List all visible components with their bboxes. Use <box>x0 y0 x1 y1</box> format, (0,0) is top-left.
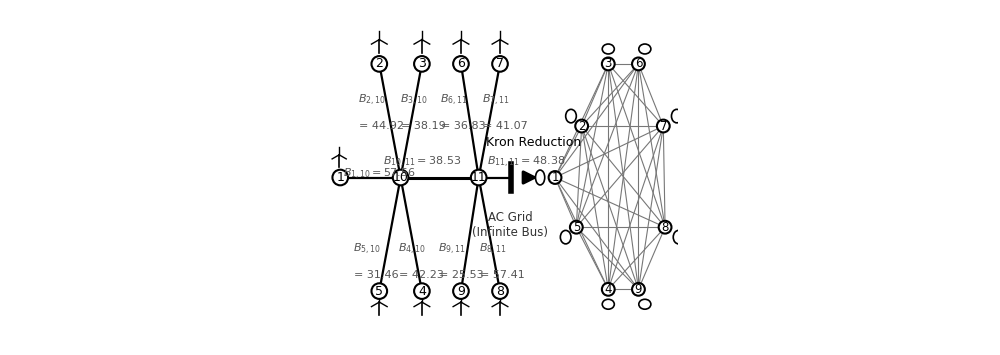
Text: 6: 6 <box>635 58 642 70</box>
Text: 2: 2 <box>375 58 383 70</box>
Text: 6: 6 <box>457 58 465 70</box>
Text: = 25.53: = 25.53 <box>439 270 484 280</box>
Text: 4: 4 <box>605 283 612 296</box>
Text: 1: 1 <box>551 171 559 184</box>
Text: 7: 7 <box>496 58 504 70</box>
Circle shape <box>453 56 469 72</box>
Ellipse shape <box>602 299 614 309</box>
Circle shape <box>414 283 430 299</box>
Circle shape <box>453 283 469 299</box>
Ellipse shape <box>671 109 682 123</box>
Ellipse shape <box>566 109 576 123</box>
Circle shape <box>393 170 408 185</box>
Text: $B_{7,11}$: $B_{7,11}$ <box>482 93 509 108</box>
Circle shape <box>371 56 387 72</box>
Text: 1: 1 <box>336 171 344 184</box>
Circle shape <box>492 283 508 299</box>
Circle shape <box>659 221 671 234</box>
Text: $B_{2,10}$: $B_{2,10}$ <box>358 93 386 108</box>
Text: = 44.92: = 44.92 <box>359 121 404 131</box>
Text: 3: 3 <box>605 58 612 70</box>
Text: 4: 4 <box>418 285 426 297</box>
Ellipse shape <box>602 44 614 54</box>
Text: 2: 2 <box>578 120 585 132</box>
Circle shape <box>570 221 583 234</box>
Text: $B_{5,10}$: $B_{5,10}$ <box>353 242 381 257</box>
Text: 5: 5 <box>375 285 383 297</box>
Text: AC Grid
(Infinite Bus): AC Grid (Infinite Bus) <box>472 211 548 239</box>
Text: $B_{10,11} = 38.53$: $B_{10,11} = 38.53$ <box>383 155 462 170</box>
Text: 8: 8 <box>496 285 504 297</box>
Circle shape <box>471 170 487 185</box>
Text: = 36.83: = 36.83 <box>441 121 486 131</box>
Text: $B_{4,10}$: $B_{4,10}$ <box>398 242 426 257</box>
Circle shape <box>657 120 670 132</box>
Circle shape <box>602 283 615 296</box>
Text: $B_{3,10}$: $B_{3,10}$ <box>400 93 428 108</box>
Text: 3: 3 <box>418 58 426 70</box>
Text: $B_{8,11}$: $B_{8,11}$ <box>479 242 507 257</box>
Text: = 41.07: = 41.07 <box>483 121 527 131</box>
Text: Kron Reduction: Kron Reduction <box>486 136 581 148</box>
Text: = 42.23: = 42.23 <box>399 270 444 280</box>
Circle shape <box>371 283 387 299</box>
Circle shape <box>549 171 561 184</box>
Circle shape <box>632 58 645 70</box>
Text: 11: 11 <box>471 171 487 184</box>
Circle shape <box>632 283 645 296</box>
Circle shape <box>414 56 430 72</box>
Text: 8: 8 <box>661 221 669 234</box>
Ellipse shape <box>639 299 651 309</box>
Circle shape <box>575 120 588 132</box>
Ellipse shape <box>536 170 545 185</box>
Text: 9: 9 <box>635 283 642 296</box>
Text: 9: 9 <box>457 285 465 297</box>
Text: = 57.41: = 57.41 <box>480 270 525 280</box>
Ellipse shape <box>639 44 651 54</box>
Text: 5: 5 <box>573 221 580 234</box>
Ellipse shape <box>673 230 684 244</box>
Text: 7: 7 <box>660 120 667 132</box>
Circle shape <box>332 170 348 185</box>
Text: $B_{11,11} = 48.38$: $B_{11,11} = 48.38$ <box>487 155 565 170</box>
Text: $B_{9,11}$: $B_{9,11}$ <box>438 242 466 257</box>
Text: 10: 10 <box>393 171 409 184</box>
Text: $B_{1,10} = 57.56$: $B_{1,10} = 57.56$ <box>343 167 416 182</box>
Text: = 31.46: = 31.46 <box>354 270 399 280</box>
Text: = 38.19: = 38.19 <box>401 121 446 131</box>
Circle shape <box>602 58 615 70</box>
Ellipse shape <box>560 230 571 244</box>
Circle shape <box>492 56 508 72</box>
Text: $B_{6,11}$: $B_{6,11}$ <box>440 93 468 108</box>
